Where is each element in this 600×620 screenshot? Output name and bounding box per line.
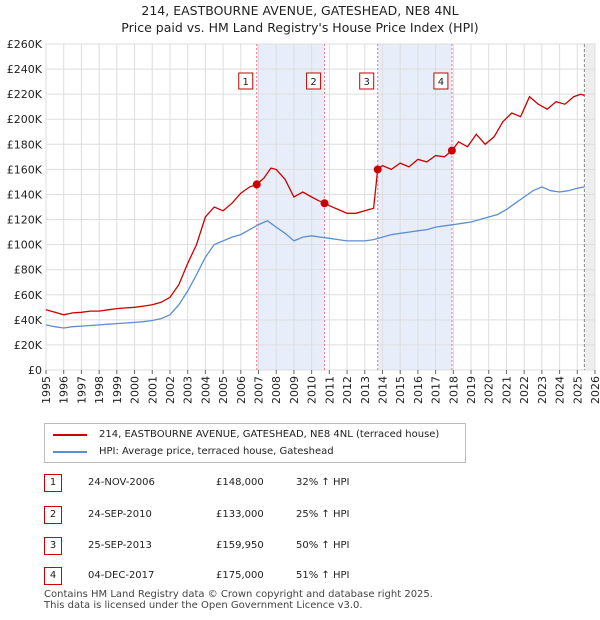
y-tick-label: £140K <box>7 188 43 201</box>
y-tick-label: £220K <box>7 88 43 101</box>
x-tick-label: 2020 <box>483 376 496 404</box>
y-tick-label: £80K <box>14 264 43 277</box>
x-tick-label: 2026 <box>589 376 600 404</box>
legend-swatch-property <box>53 434 87 436</box>
sale-marker <box>252 180 261 189</box>
sale-hpi-change: 51% ↑ HPI <box>296 570 350 581</box>
x-tick-label: 2025 <box>571 376 584 404</box>
x-tick-label: 2000 <box>129 376 142 404</box>
sale-marker <box>447 146 456 155</box>
chart-subtitle: Price paid vs. HM Land Registry's House … <box>121 20 479 35</box>
legend-swatch-hpi <box>53 451 87 453</box>
sale-marker-label: 2 <box>310 77 316 88</box>
hpi-line <box>45 186 585 329</box>
legend: 214, EASTBOURNE AVENUE, GATESHEAD, NE8 4… <box>44 423 466 463</box>
sale-marker-box <box>306 72 322 90</box>
y-tick-label: £40K <box>14 314 43 327</box>
x-tick-label: 1998 <box>93 376 106 404</box>
y-tick-label: £200K <box>7 113 43 126</box>
sale-number: 2 <box>44 506 62 524</box>
x-tick-label: 2008 <box>270 376 283 404</box>
sale-hpi-change: 50% ↑ HPI <box>296 540 350 551</box>
forecast-region <box>584 44 595 370</box>
sale-row: 2 24-SEP-2010 £133,000 25% ↑ HPI <box>44 505 464 525</box>
x-tick-label: 2019 <box>465 376 478 404</box>
x-tick-label: 2018 <box>447 376 460 404</box>
x-tick-label: 2011 <box>323 376 336 404</box>
sale-marker-label: 1 <box>243 77 249 88</box>
footer-copyright: Contains HM Land Registry data © Crown c… <box>44 589 433 600</box>
x-tick-label: 2006 <box>235 376 248 404</box>
x-tick-label: 1995 <box>40 376 53 404</box>
y-tick-label: £240K <box>7 63 43 76</box>
x-tick-label: 2022 <box>518 376 531 404</box>
y-tick-label: £120K <box>7 214 43 227</box>
sale-date: 24-SEP-2010 <box>88 509 152 520</box>
sale-number: 4 <box>44 567 62 585</box>
x-tick-label: 2024 <box>554 376 567 404</box>
y-tick-label: £100K <box>7 239 43 252</box>
y-tick-label: £260K <box>7 38 43 51</box>
x-tick-label: 2013 <box>359 376 372 404</box>
x-tick-label: 2007 <box>253 376 266 404</box>
shaded-period <box>377 44 452 370</box>
sale-marker-box <box>238 72 254 90</box>
x-tick-label: 1997 <box>75 376 88 404</box>
sale-number: 1 <box>44 474 62 492</box>
y-tick-label: £180K <box>7 138 43 151</box>
x-tick-label: 2003 <box>182 376 195 404</box>
sale-marker-label: 4 <box>438 77 444 88</box>
x-tick-label: 2012 <box>341 376 354 404</box>
price-chart: 1 2 3 4 £0 £20K £40K £60K £80K £100K £120K £140K £1… <box>7 38 600 404</box>
sale-marker <box>373 165 382 174</box>
sale-marker-box <box>433 72 449 90</box>
x-tick-label: 1999 <box>111 376 124 404</box>
x-tick-label: 2010 <box>306 376 319 404</box>
sale-marker-box <box>359 72 375 90</box>
sale-marker-label: 3 <box>364 77 370 88</box>
sale-number: 3 <box>44 537 62 555</box>
legend-label-hpi: HPI: Average price, terraced house, Gate… <box>99 446 334 457</box>
chart-title: 214, EASTBOURNE AVENUE, GATESHEAD, NE8 4… <box>141 3 459 18</box>
x-tick-label: 1996 <box>58 376 71 404</box>
sale-hpi-change: 32% ↑ HPI <box>296 477 350 488</box>
sale-row: 3 25-SEP-2013 £159,950 50% ↑ HPI <box>44 536 464 556</box>
sale-hpi-change: 25% ↑ HPI <box>296 509 350 520</box>
sale-price: £133,000 <box>216 509 264 520</box>
y-tick-label: £20K <box>14 339 43 352</box>
x-tick-label: 2009 <box>288 376 301 404</box>
x-tick-label: 2015 <box>394 376 407 404</box>
y-tick-label: £60K <box>14 289 43 302</box>
x-tick-label: 2017 <box>430 376 443 404</box>
y-tick-label: £160K <box>7 163 43 176</box>
x-tick-label: 2005 <box>217 376 230 404</box>
y-tick-label: £0 <box>28 364 42 377</box>
x-tick-label: 2004 <box>199 376 212 404</box>
sale-marker <box>320 199 329 208</box>
x-tick-label: 2002 <box>164 376 177 404</box>
sale-date: 24-NOV-2006 <box>88 477 155 488</box>
shaded-period <box>256 44 325 370</box>
x-tick-label: 2014 <box>376 376 389 404</box>
x-tick-label: 2016 <box>412 376 425 404</box>
sale-date: 04-DEC-2017 <box>88 570 155 581</box>
sale-price: £159,950 <box>216 540 264 551</box>
footer-licence: This data is licensed under the Open Gov… <box>44 600 363 611</box>
legend-label-property: 214, EASTBOURNE AVENUE, GATESHEAD, NE8 4… <box>99 429 440 440</box>
sale-price: £148,000 <box>216 477 264 488</box>
sale-row: 4 04-DEC-2017 £175,000 51% ↑ HPI <box>44 566 464 586</box>
sale-price: £175,000 <box>216 570 264 581</box>
x-tick-label: 2001 <box>146 376 159 404</box>
sale-date: 25-SEP-2013 <box>88 540 152 551</box>
x-tick-label: 2023 <box>536 376 549 404</box>
x-tick-label: 2021 <box>500 376 513 404</box>
footer: Contains HM Land Registry data © Crown c… <box>44 589 433 611</box>
sale-row: 1 24-NOV-2006 £148,000 32% ↑ HPI <box>44 473 464 493</box>
